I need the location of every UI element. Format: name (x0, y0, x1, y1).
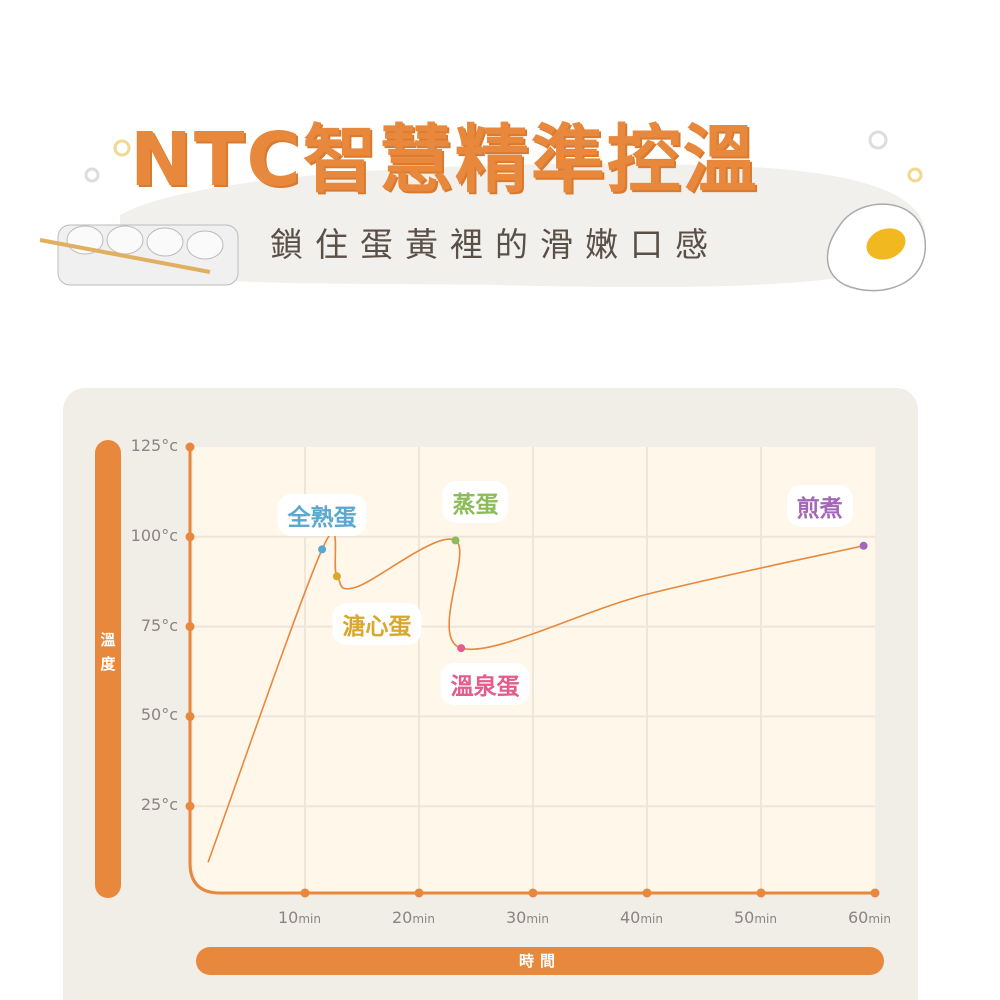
ring-icon (84, 167, 100, 183)
y-axis-label: 溫度 (100, 631, 116, 673)
y-tick-dot (185, 622, 195, 632)
y-tick-label: 25°c (140, 795, 178, 815)
x-tick-dot (414, 888, 424, 898)
y-tick-dot (185, 532, 195, 542)
x-tick-unit: min (298, 912, 321, 926)
x-tick-unit: min (868, 912, 891, 926)
x-tick-unit: min (754, 912, 777, 926)
x-tick-unit: min (640, 912, 663, 926)
x-tick-label: 10min (278, 908, 321, 927)
egg-carton-icon (39, 224, 239, 286)
y-tick-dot (185, 711, 195, 721)
x-tick-number: 40 (620, 908, 641, 927)
fried-egg-icon (826, 203, 926, 292)
x-axis-label: 時間 (518, 952, 561, 970)
point-label: 溏心蛋 (332, 603, 422, 646)
x-tick-dot (642, 888, 652, 898)
x-tick-label: 20min (392, 908, 435, 927)
temperature-curve (207, 531, 864, 863)
y-tick-dot (185, 442, 195, 452)
data-point (332, 572, 341, 581)
x-tick-dot (756, 888, 766, 898)
point-label: 溫泉蛋 (440, 663, 530, 706)
ring-icon (868, 130, 888, 150)
grid-lines (193, 447, 875, 893)
data-point (318, 545, 327, 554)
x-axis-label-bar (196, 947, 884, 975)
x-tick-label: 60min (848, 908, 891, 927)
axis-ticks (185, 442, 880, 898)
x-tick-unit: min (526, 912, 549, 926)
x-tick-dot (528, 888, 538, 898)
axes-line (188, 447, 875, 895)
header-blob (120, 163, 926, 288)
y-axis-label-bar (95, 440, 121, 898)
y-tick-label: 125°c (130, 436, 178, 455)
x-tick-unit: min (412, 912, 435, 926)
data-points (318, 536, 868, 653)
x-tick-number: 20 (392, 908, 413, 927)
header-decoration (39, 130, 926, 292)
point-label: 煎煮 (786, 484, 853, 527)
data-point (451, 536, 460, 545)
point-label: 全熟蛋 (277, 494, 367, 537)
data-point (859, 541, 868, 550)
x-tick-number: 50 (734, 908, 755, 927)
y-tick-label: 100°c (130, 525, 178, 545)
ring-icon (113, 139, 131, 157)
x-tick-number: 10 (278, 908, 299, 927)
x-tick-dot (870, 888, 880, 898)
y-tick-dot (185, 801, 195, 811)
y-tick-label: 75°c (140, 615, 178, 635)
point-label: 蒸蛋 (442, 481, 509, 524)
ring-icon (907, 167, 923, 183)
page-title: NTC智慧精準控溫 (130, 117, 759, 203)
x-tick-label: 30min (506, 908, 549, 927)
x-tick-label: 50min (734, 908, 777, 927)
data-point (457, 644, 466, 653)
page-subtitle: 鎖住蛋黃裡的滑嫩口感 (270, 225, 720, 264)
y-tick-label: 50°c (140, 705, 178, 725)
x-tick-number: 30 (506, 908, 527, 927)
x-tick-label: 40min (620, 908, 663, 927)
x-tick-dot (300, 888, 310, 898)
x-tick-number: 60 (848, 908, 869, 927)
